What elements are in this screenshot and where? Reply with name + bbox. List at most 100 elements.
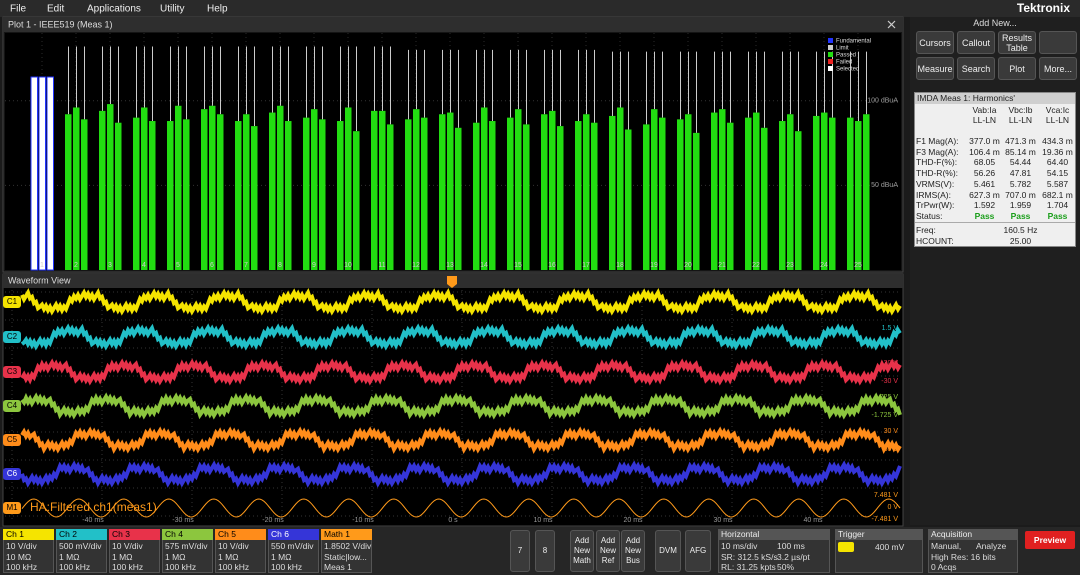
bar xyxy=(269,112,276,270)
column-subheader: LL-LN xyxy=(972,115,997,125)
bar xyxy=(311,109,318,270)
bar xyxy=(549,110,556,270)
x-tick-label: 12 xyxy=(412,262,420,269)
panel-button[interactable]: Search xyxy=(957,57,995,80)
panel-button[interactable]: Measure xyxy=(916,57,954,80)
bar xyxy=(711,112,718,270)
x-tick-label: 13 xyxy=(446,262,454,269)
close-icon[interactable] xyxy=(887,20,896,29)
bar xyxy=(73,107,80,270)
status-button[interactable]: Add New Bus xyxy=(621,530,645,572)
scale-label: -30 V xyxy=(881,446,898,453)
x-tick-label: 1 xyxy=(40,262,44,269)
trigger-badge xyxy=(838,542,854,552)
status-button[interactable]: 7 xyxy=(510,530,530,572)
plot-title: Plot 1 - IEEE519 (Meas 1) xyxy=(8,19,113,29)
x-tick-label: 19 xyxy=(650,262,658,269)
column-header: Vab:Ia xyxy=(972,105,997,115)
bar xyxy=(379,110,386,270)
channel-badge xyxy=(3,331,21,343)
panel-value: 3.2 µs/pt xyxy=(777,551,810,562)
channel-header: Ch 6 xyxy=(268,529,319,540)
menu-item[interactable]: Applications xyxy=(87,4,141,15)
cell-value: Pass xyxy=(974,210,995,221)
panel-button[interactable]: Results Table xyxy=(998,31,1036,54)
bar xyxy=(387,124,394,271)
bar xyxy=(753,112,760,270)
cell-value: 377.0 m xyxy=(969,136,1000,146)
bar xyxy=(115,122,122,270)
time-label: -10 ms xyxy=(352,517,374,524)
channel-label: C5 xyxy=(7,435,18,444)
scale-label: 1.725 V xyxy=(874,394,898,401)
channel-header: Ch 4 xyxy=(162,529,213,540)
legend-swatch xyxy=(828,45,833,50)
channel-setting: 1.8502 V/div xyxy=(324,541,372,551)
channel-setting: 100 kHz xyxy=(165,562,197,572)
results-title: IMDA Meas 1: Harmonics' xyxy=(915,93,1075,104)
bar xyxy=(745,117,752,271)
scale-label: 30 V xyxy=(884,360,899,367)
preview-button[interactable]: Preview xyxy=(1025,531,1075,549)
panel-button[interactable]: Cursors xyxy=(916,31,954,54)
status-button[interactable]: Add New Math xyxy=(570,530,594,572)
status-button[interactable]: 8 xyxy=(535,530,555,572)
panel-value: Manual, xyxy=(931,541,962,551)
time-label: 30 ms xyxy=(713,517,733,524)
bar xyxy=(107,104,114,270)
bar xyxy=(847,117,854,271)
row-label: THD-F(%): xyxy=(916,157,958,168)
cell-value: 5.587 xyxy=(1046,178,1069,189)
time-label: -30 ms xyxy=(172,517,194,524)
math-label: M1 xyxy=(6,503,18,512)
bar xyxy=(507,117,514,271)
x-tick-label: 2 xyxy=(74,262,78,269)
bar xyxy=(251,126,258,270)
bar xyxy=(821,112,828,270)
menu-item[interactable]: File xyxy=(10,4,27,15)
channel-badge xyxy=(3,366,21,378)
waveform-title: Waveform View xyxy=(8,275,71,285)
bar xyxy=(81,119,88,270)
bar xyxy=(541,114,548,270)
bar xyxy=(243,114,250,270)
status-button[interactable]: AFG xyxy=(685,530,711,572)
time-label: 40 ms xyxy=(803,517,823,524)
snapshot-button[interactable] xyxy=(1039,31,1077,54)
panel-header: Acquisition xyxy=(928,529,1018,540)
panel-header: Trigger xyxy=(835,529,923,540)
bar xyxy=(65,114,72,270)
status-button[interactable]: DVM xyxy=(655,530,681,572)
bar xyxy=(761,127,768,270)
panel-button[interactable]: More... xyxy=(1039,57,1077,80)
panel-button[interactable]: Callout xyxy=(957,31,995,54)
cell-value: 25.00 xyxy=(1009,235,1032,246)
status-button[interactable]: Add New Ref xyxy=(596,530,620,572)
channel-label: C1 xyxy=(7,297,18,306)
bar xyxy=(345,107,352,270)
bar xyxy=(235,121,242,271)
bar xyxy=(863,114,870,270)
channel-label: C6 xyxy=(7,469,18,478)
row-label: F1 Mag(A): xyxy=(916,136,959,146)
menu-item[interactable]: Utility xyxy=(160,4,184,15)
channel-header: Ch 5 xyxy=(215,529,266,540)
panel-value: SR: 312.5 kS/s xyxy=(721,551,778,562)
cell-value: 68.05 xyxy=(973,157,996,168)
menu-item[interactable]: Help xyxy=(207,4,228,15)
x-tick-label: 16 xyxy=(548,262,556,269)
waveform-trace xyxy=(20,288,902,316)
bar xyxy=(787,114,794,270)
bar xyxy=(217,114,224,270)
channel-setting: 550 mV/div xyxy=(271,541,314,551)
scale-label: 30 V xyxy=(884,428,899,435)
cell-value: 56.26 xyxy=(973,168,996,179)
menu-item[interactable]: Edit xyxy=(47,4,64,15)
bar xyxy=(515,109,522,270)
bar xyxy=(405,119,412,270)
channel-setting: 1 MΩ xyxy=(165,551,186,562)
panel-button[interactable]: Plot xyxy=(998,57,1036,80)
cell-value: 85.14 m xyxy=(1005,146,1036,157)
cell-value: 471.3 m xyxy=(1005,136,1036,146)
